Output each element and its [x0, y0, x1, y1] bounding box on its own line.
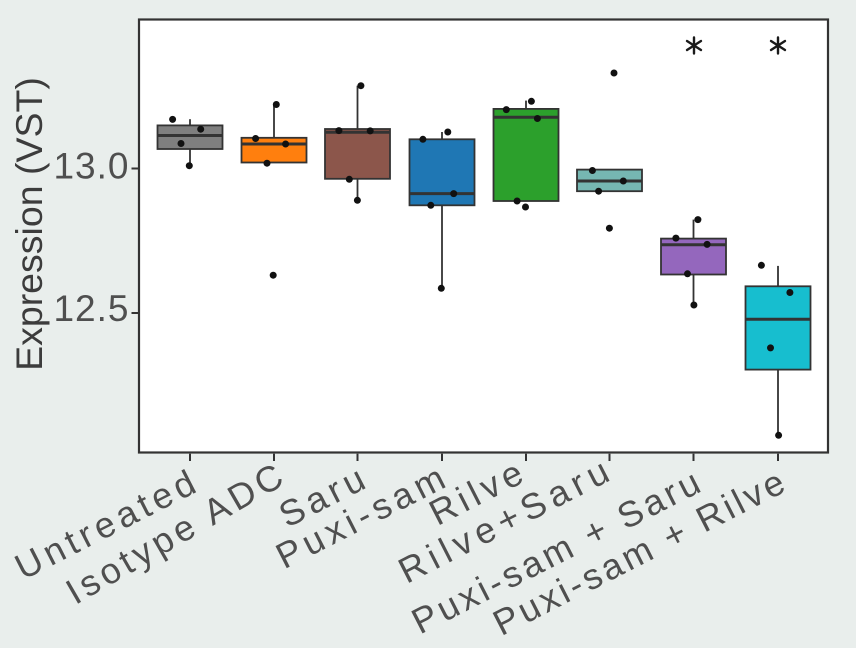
svg-text:Expression (VST): Expression (VST) — [8, 77, 50, 371]
svg-text:13.0: 13.0 — [53, 146, 129, 187]
svg-text:12.5: 12.5 — [53, 288, 129, 329]
